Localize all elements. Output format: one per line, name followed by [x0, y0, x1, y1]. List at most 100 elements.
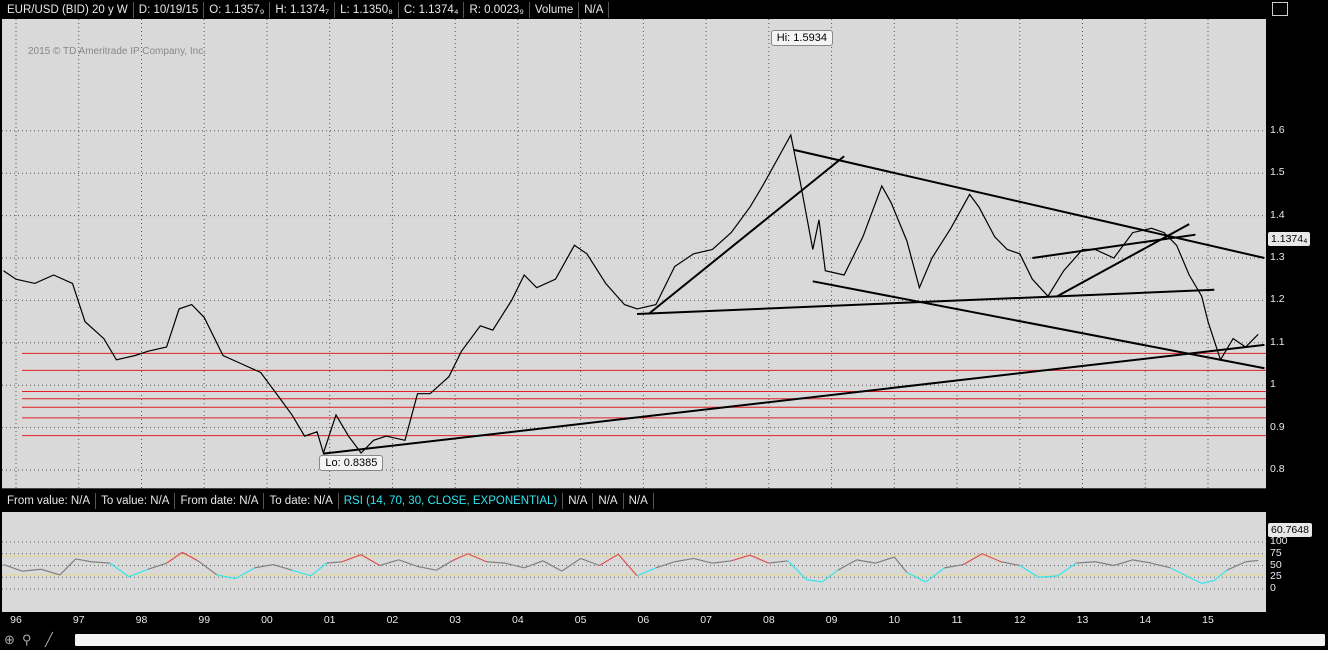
year-tick-label: 11: [951, 614, 963, 626]
price-tick-label: 1.1: [1270, 335, 1285, 348]
rsi-segment: [981, 553, 1002, 563]
trend-line: [649, 155, 845, 314]
rsi-tick-label: 50: [1270, 558, 1282, 571]
rsi-segment: [1057, 562, 1077, 577]
copyright-notice: 2015 © TD Ameritrade IP Company, Inc.: [28, 46, 207, 57]
year-tick-label: 15: [1202, 614, 1214, 626]
rsi-chart-panel[interactable]: [2, 512, 1266, 612]
rsi-na-1: N/A: [563, 493, 594, 509]
rsi-segment: [40, 568, 61, 576]
rsi-segment: [310, 562, 327, 577]
rsi-segment: [1019, 564, 1039, 578]
rsi-study-label[interactable]: RSI (14, 70, 30, CLOSE, EXPONENTIAL): [339, 493, 564, 509]
rsi-segment: [749, 554, 770, 564]
rsi-tick-label: 75: [1270, 546, 1282, 559]
price-chart-panel[interactable]: 2015 © TD Ameritrade IP Company, Inc. Hi…: [2, 19, 1266, 489]
price-chart[interactable]: [2, 19, 1266, 489]
trend-line: [637, 288, 1215, 315]
year-tick-label: 08: [762, 614, 775, 626]
rsi-segment: [379, 559, 399, 567]
rsi-segment: [806, 579, 823, 583]
rsi-segment: [467, 553, 487, 563]
rsi-segment: [1038, 575, 1058, 578]
time-x-axis[interactable]: 96 97 98 99 00 01 02 03 04 05 06 07 08 09 10 11 12 13 14 15: [2, 612, 1266, 630]
rsi-segment: [787, 560, 807, 581]
rsi-segment: [925, 567, 945, 583]
rsi-segment: [856, 559, 876, 564]
rsi-segment: [1076, 561, 1096, 564]
price-tick-label: 1: [1270, 378, 1276, 391]
year-tick-label: 02: [386, 614, 399, 626]
rsi-segment: [1188, 576, 1202, 584]
rsi-segment: [3, 563, 23, 572]
symbol-label[interactable]: EUR/USD (BID) 20 y W: [2, 2, 134, 18]
rsi-chart[interactable]: [2, 512, 1266, 612]
rsi-segment: [561, 557, 581, 572]
rsi-segment: [109, 562, 130, 578]
rsi-segment: [1245, 559, 1259, 563]
rsi-segment: [360, 554, 381, 567]
rsi-segment: [674, 557, 694, 563]
rsi-segment: [655, 561, 675, 569]
rsi-segment: [837, 559, 857, 571]
rsi-segment: [636, 567, 657, 577]
rsi-tick-label: 25: [1270, 570, 1282, 583]
drawing-icon[interactable]: ╱: [45, 632, 53, 647]
price-tick-label: 1.6: [1270, 123, 1285, 136]
to-value-readout: To value: N/A: [96, 493, 176, 509]
rsi-segment: [181, 551, 199, 562]
rsi-segment: [821, 569, 839, 583]
range-readout: R: 0.0023₉: [464, 2, 530, 18]
high-callout: Hi: 1.5934: [770, 30, 833, 46]
rsi-segment: [1201, 579, 1215, 584]
rsi-value-badge: 60.7648: [1268, 523, 1312, 537]
rsi-segment: [1000, 561, 1020, 567]
rsi-segment: [326, 561, 343, 564]
from-value-readout: From value: N/A: [2, 493, 97, 509]
rsi-segment: [254, 563, 274, 569]
price-line: [3, 133, 1259, 456]
rsi-segment: [1132, 559, 1152, 564]
low-callout: Lo: 0.8385: [319, 455, 384, 471]
rsi-segment: [580, 557, 600, 567]
year-tick-label: 10: [888, 614, 901, 626]
rsi-segment: [712, 560, 732, 564]
price-tick-label: 1.3: [1270, 251, 1285, 263]
rsi-segment: [128, 568, 148, 578]
year-tick-label: 96: [10, 614, 22, 626]
price-header: EUR/USD (BID) 20 y W D: 10/19/15 O: 1.13…: [2, 1, 610, 19]
year-tick-label: 03: [449, 614, 461, 626]
trend-line: [1056, 223, 1190, 298]
volume-label[interactable]: Volume: [530, 2, 580, 18]
rsi-segment: [505, 562, 525, 569]
rsi-segment: [944, 563, 964, 569]
trend-line: [812, 280, 1265, 370]
rsi-segment: [599, 553, 619, 567]
rsi-segment: [147, 562, 167, 570]
crosshair-icon[interactable]: ⊕: [4, 632, 15, 647]
trend-line: [323, 343, 1265, 455]
price-tick-label: 1.2: [1270, 293, 1285, 306]
panel-divider[interactable]: [2, 488, 1266, 489]
open-readout: O: 1.1357₉: [204, 2, 271, 18]
price-tick-label: 1.5: [1270, 166, 1285, 179]
rsi-segment: [235, 567, 255, 580]
rsi-segment: [398, 559, 418, 568]
maximize-icon[interactable]: [1272, 2, 1288, 16]
zoom-icon[interactable]: ⚲: [22, 632, 32, 647]
year-tick-label: 99: [198, 614, 211, 626]
rsi-segment: [731, 554, 751, 562]
scroll-bar[interactable]: [75, 634, 1325, 646]
rsi-segment: [906, 572, 926, 583]
rsi-na-3: N/A: [624, 493, 654, 509]
rsi-segment: [216, 574, 236, 580]
year-tick-label: 06: [637, 614, 650, 626]
rsi-segment: [1226, 561, 1246, 571]
rsi-segment: [451, 553, 468, 562]
rsi-segment: [1170, 567, 1190, 578]
rsi-segment: [417, 565, 437, 571]
rsi-segment: [542, 560, 563, 572]
rsi-segment: [166, 551, 183, 564]
price-y-axis[interactable]: 0.8 0.9 1 1.1 1.2 1.3 1.4 1.5 1.6 100 75 50 25 0: [1266, 19, 1328, 612]
